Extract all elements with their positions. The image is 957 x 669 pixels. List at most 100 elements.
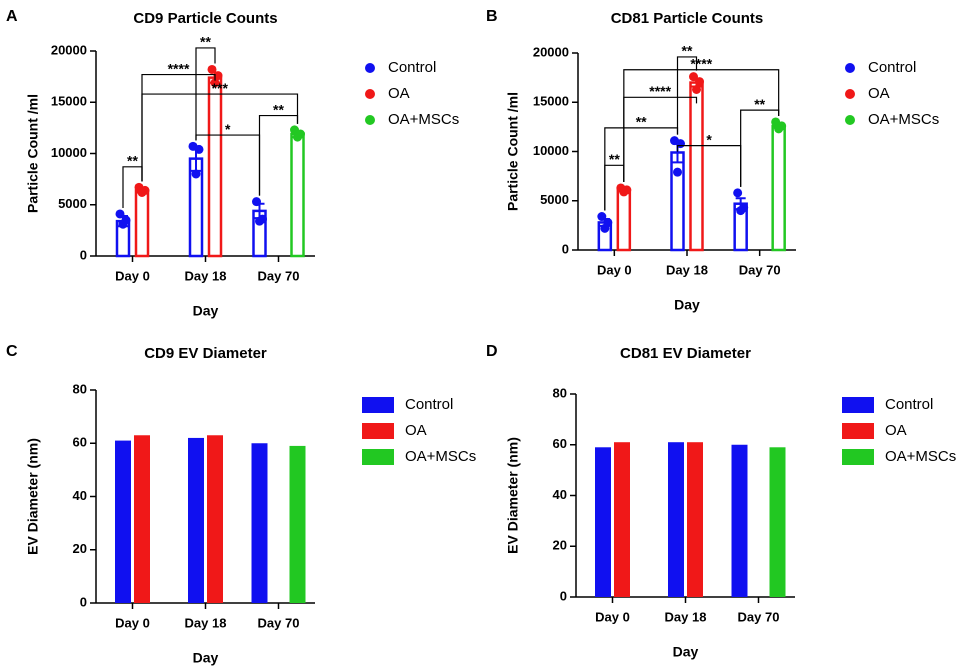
y-tick-label: 15000: [51, 94, 87, 109]
data-point: [210, 78, 220, 88]
y-tick-label: 15000: [533, 94, 569, 109]
significance-label: ****: [649, 83, 671, 99]
bar: [595, 447, 611, 597]
chart-title: CD9 Particle Counts: [133, 10, 277, 27]
y-tick-label: 40: [553, 487, 567, 502]
data-point: [194, 144, 204, 154]
y-tick-label: 0: [80, 594, 87, 609]
data-point: [736, 206, 746, 216]
significance-bracket: [195, 134, 261, 196]
data-point: [115, 209, 125, 219]
x-axis-label: Day: [193, 303, 219, 319]
y-tick-label: 5000: [540, 192, 569, 207]
legend-label: OA: [388, 85, 410, 102]
significance-label: ****: [690, 55, 712, 71]
significance-label: **: [636, 114, 647, 130]
data-point: [619, 187, 629, 197]
legend-swatch: [365, 115, 375, 125]
panel-label: D: [486, 343, 498, 360]
bar: [290, 132, 305, 258]
y-tick-label: 60: [553, 436, 567, 451]
legend-swatch: [845, 115, 855, 125]
legend-swatch: [365, 89, 375, 99]
chart-title: CD81 Particle Counts: [611, 10, 764, 27]
y-axis-label: EV Diameter (nm): [505, 437, 521, 554]
y-tick-label: 40: [73, 488, 87, 503]
legend-swatch: [362, 423, 394, 439]
significance-bracket: [623, 96, 698, 182]
bar: [689, 81, 704, 252]
y-tick-label: 10000: [51, 145, 87, 160]
x-tick-label: Day 0: [597, 262, 632, 277]
legend-swatch: [365, 63, 375, 73]
bar: [134, 435, 150, 603]
significance-bracket: [676, 144, 742, 187]
y-tick-label: 0: [560, 588, 567, 603]
significance-label: **: [754, 96, 765, 112]
bar: [771, 124, 786, 252]
panel-label: A: [6, 8, 18, 25]
significance-label: **: [682, 43, 693, 59]
chart-title: CD81 EV Diameter: [620, 345, 751, 362]
legend-label: OA+MSCs: [885, 448, 956, 465]
bar: [251, 443, 268, 603]
x-axis-label: Day: [673, 644, 699, 660]
bar: [614, 442, 630, 597]
legend-swatch: [842, 397, 874, 413]
x-tick-label: Day 70: [258, 615, 300, 630]
significance-label: **: [609, 151, 620, 167]
y-axis-label: Particle Count /ml: [505, 92, 521, 211]
y-tick-label: 0: [80, 247, 87, 262]
x-tick-label: Day 18: [185, 268, 227, 283]
x-axis-label: Day: [674, 297, 700, 313]
x-axis-label: Day: [193, 650, 219, 666]
y-tick-label: 5000: [58, 196, 87, 211]
significance-bracket: [141, 73, 216, 182]
legend-label: OA: [405, 422, 427, 439]
data-point: [207, 64, 217, 74]
data-point: [774, 124, 784, 134]
panel-label: B: [486, 8, 498, 25]
data-point: [692, 84, 701, 94]
data-point: [733, 188, 743, 198]
x-tick-label: Day 18: [185, 615, 227, 630]
legend-label: OA: [885, 422, 907, 439]
bar: [731, 444, 748, 597]
legend-label: Control: [388, 59, 436, 76]
x-tick-label: Day 70: [738, 609, 780, 624]
significance-bracket: [141, 93, 299, 182]
y-axis-label: EV Diameter (nm): [25, 438, 41, 555]
data-point: [191, 169, 201, 179]
bar: [769, 447, 786, 597]
data-point: [213, 71, 223, 81]
data-point: [597, 212, 607, 222]
legend-label: Control: [405, 396, 453, 413]
x-tick-label: Day 70: [739, 262, 781, 277]
data-point: [118, 219, 128, 229]
legend-swatch: [362, 449, 394, 465]
y-tick-label: 20: [73, 541, 87, 556]
data-point: [255, 216, 264, 226]
legend-swatch: [842, 423, 874, 439]
y-tick-label: 10000: [533, 143, 569, 158]
legend-label: OA+MSCs: [388, 111, 459, 128]
data-point: [689, 72, 698, 82]
bar: [134, 189, 150, 258]
x-tick-label: Day 0: [595, 609, 630, 624]
legend-label: Control: [885, 396, 933, 413]
bar: [670, 151, 685, 252]
legend-swatch: [845, 63, 855, 73]
y-tick-label: 20000: [533, 44, 569, 59]
bar: [207, 76, 223, 258]
legend-label: OA: [868, 85, 890, 102]
legend-label: Control: [868, 59, 916, 76]
data-point: [137, 187, 147, 197]
significance-bracket: [604, 127, 679, 211]
significance-label: **: [200, 34, 211, 50]
legend-label: OA+MSCs: [405, 448, 476, 465]
x-tick-label: Day 0: [115, 615, 150, 630]
bar: [668, 442, 684, 597]
significance-label: ****: [168, 60, 190, 76]
significance-label: **: [127, 153, 138, 169]
